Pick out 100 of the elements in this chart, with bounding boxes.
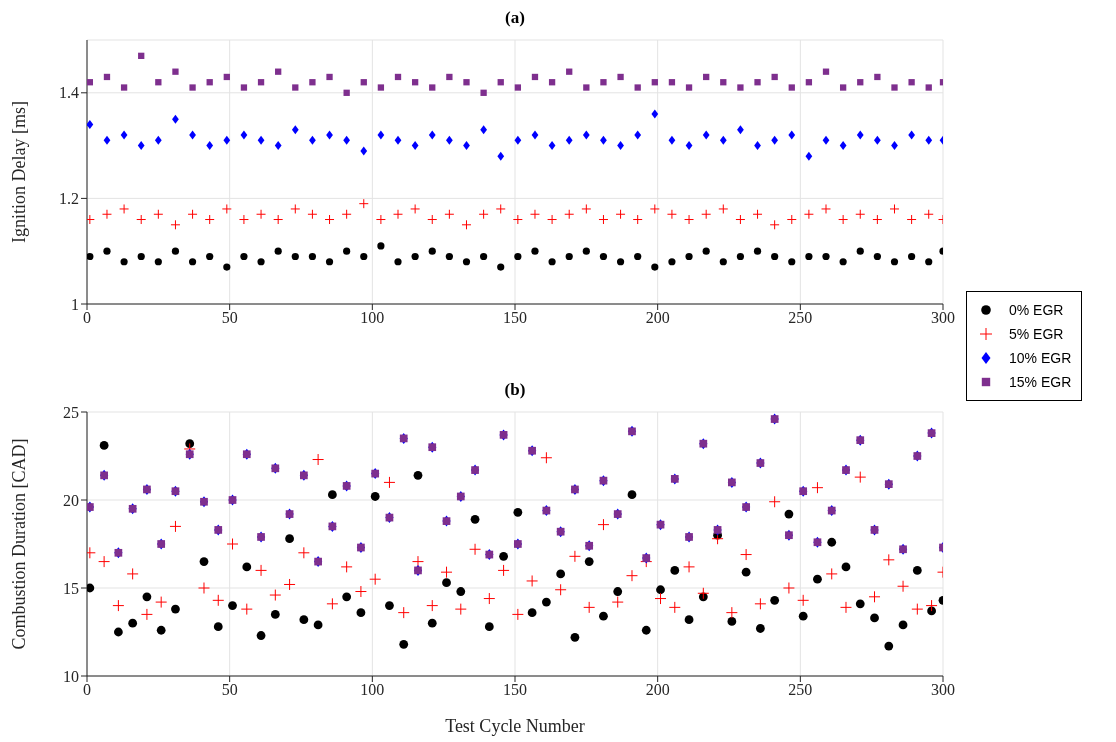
point: [495, 203, 506, 214]
point: [805, 151, 813, 161]
point: [685, 141, 693, 151]
point: [394, 73, 402, 81]
point: [719, 135, 727, 145]
point: [308, 252, 317, 261]
point: [600, 135, 607, 145]
point: [103, 247, 111, 255]
point: [668, 258, 676, 266]
legend-label: 5% EGR: [1009, 326, 1064, 342]
point: [531, 130, 539, 140]
point: [839, 141, 847, 151]
point: [649, 203, 660, 214]
point: [856, 247, 864, 255]
point: [702, 247, 710, 255]
point: [463, 141, 470, 151]
point: [291, 252, 299, 261]
point: [189, 130, 196, 140]
point: [273, 214, 284, 225]
x-tick-label: 300: [931, 681, 955, 699]
point: [616, 258, 625, 266]
point: [651, 109, 659, 119]
point: [788, 258, 796, 266]
point: [702, 130, 710, 140]
point: [153, 209, 164, 220]
point: [103, 73, 111, 81]
y-axis-title: Ignition Delay [ms]: [9, 101, 30, 243]
point: [87, 79, 93, 86]
point: [204, 214, 215, 225]
point: [462, 258, 471, 266]
point: [719, 258, 727, 266]
point: [754, 79, 761, 86]
point: [582, 247, 590, 255]
point: [598, 214, 609, 225]
point: [360, 146, 368, 156]
point: [446, 135, 453, 145]
point: [752, 209, 763, 220]
point: [411, 79, 419, 86]
point: [309, 135, 316, 145]
point: [189, 84, 196, 91]
point: [599, 252, 608, 261]
point: [136, 214, 147, 225]
x-tick-label: 0: [83, 309, 91, 327]
y-tick-label: 15: [63, 579, 79, 597]
point: [565, 135, 573, 145]
point: [87, 119, 94, 129]
point: [891, 141, 898, 151]
point: [223, 73, 230, 81]
point: [377, 242, 385, 250]
point: [428, 247, 436, 255]
point: [480, 125, 487, 135]
point: [890, 258, 899, 266]
point: [170, 219, 181, 230]
point: [805, 252, 813, 261]
point: [771, 135, 779, 145]
point: [788, 130, 796, 140]
point: [771, 73, 778, 81]
x-tick-label: 50: [221, 681, 238, 699]
point: [703, 73, 710, 81]
point: [446, 73, 453, 81]
point: [874, 135, 881, 145]
point: [634, 84, 641, 91]
x-tick-label: 50: [221, 309, 238, 327]
point: [651, 79, 658, 86]
point: [497, 263, 505, 271]
x-tick-label: 100: [360, 309, 385, 327]
point: [290, 203, 301, 214]
point: [512, 214, 523, 225]
chart-title: (b): [503, 380, 527, 400]
point: [634, 252, 642, 261]
point: [155, 79, 162, 86]
point: [718, 203, 729, 214]
point: [548, 141, 556, 151]
point: [375, 214, 386, 225]
legend-label: 15% EGR: [1009, 374, 1072, 390]
point: [343, 247, 351, 255]
x-tick-label: 300: [931, 309, 955, 327]
point: [240, 130, 248, 140]
x-axis-title: Test Cycle Number: [445, 716, 585, 736]
point: [617, 141, 624, 151]
point: [668, 135, 676, 145]
point: [307, 209, 318, 220]
point: [720, 79, 727, 86]
point: [238, 214, 249, 225]
point: [856, 130, 864, 140]
point: [206, 141, 214, 151]
point: [206, 79, 213, 86]
point: [668, 79, 676, 86]
point: [583, 84, 590, 91]
point: [291, 125, 299, 135]
x-tick-label: 200: [645, 681, 670, 699]
x-tick-label: 100: [360, 681, 385, 699]
point: [805, 79, 813, 86]
point: [771, 252, 779, 261]
point: [172, 68, 179, 75]
point: [547, 214, 558, 225]
point: [444, 209, 455, 220]
point: [839, 84, 847, 91]
point: [480, 89, 487, 96]
point: [119, 203, 130, 214]
